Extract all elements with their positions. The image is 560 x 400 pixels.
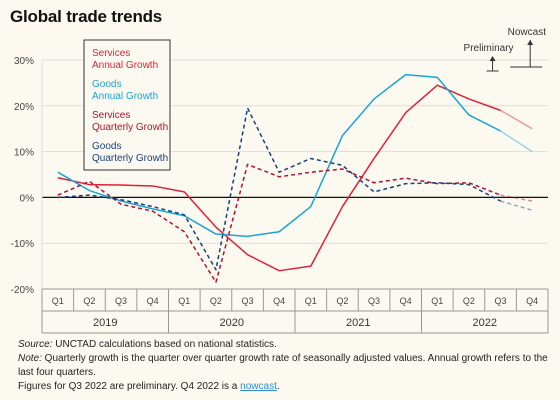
- legend-box: [83, 39, 171, 171]
- y-tick-label: 20%: [14, 102, 34, 113]
- x-tick-label: Q2: [83, 296, 95, 306]
- source-label: Source:: [18, 339, 53, 350]
- x-tick-label: Q4: [400, 296, 412, 306]
- legend-entry-line1: Goods: [92, 141, 121, 152]
- note-text: Quarterly growth is the quarter over qua…: [18, 353, 548, 378]
- x-tick-label: Q2: [336, 296, 348, 306]
- nowcast-link[interactable]: nowcast: [240, 381, 277, 392]
- method-note: Note: Quarterly growth is the quarter ov…: [18, 352, 553, 380]
- note-label: Note:: [18, 353, 42, 364]
- x-tick-label: Q1: [305, 296, 317, 306]
- notes-section: Source: UNCTAD calculations based on nat…: [18, 338, 553, 394]
- legend-entry-line1: Goods: [92, 79, 121, 90]
- series-line: [57, 163, 501, 283]
- year-label: 2019: [93, 317, 117, 329]
- series-line: [57, 84, 501, 272]
- x-tick-label: Q3: [115, 296, 127, 306]
- x-tick-label: Q3: [495, 296, 507, 306]
- year-label: 2021: [346, 317, 370, 329]
- x-tick-label: Q4: [147, 296, 159, 306]
- nowcast-arrowhead: [527, 40, 534, 45]
- axis-layer: 30% 20% 10% 0% -10% -20% Q1 Q2 Q3 Q4 Q1 Q2 Q3 Q4 Q1 Q2 Q…: [11, 56, 549, 334]
- x-tick-label: Q3: [242, 296, 254, 306]
- legend-entry-line2: Annual Growth: [92, 60, 158, 71]
- y-tick-label: 10%: [14, 148, 34, 159]
- series-line: [57, 107, 501, 271]
- series-line-nowcast: [500, 130, 533, 153]
- y-tick-label: -20%: [11, 285, 34, 296]
- annotations: Preliminary Nowcast: [464, 27, 547, 72]
- preliminary-label: Preliminary: [464, 43, 514, 54]
- legend-entry-line2: Quarterly Growth: [92, 122, 168, 133]
- x-tick-label: Q3: [368, 296, 380, 306]
- x-tick-label: Q1: [431, 296, 443, 306]
- x-tick-label: Q1: [178, 296, 190, 306]
- year-label: 2020: [220, 317, 244, 329]
- source-note: Source: UNCTAD calculations based on nat…: [18, 338, 553, 352]
- series-layer: [57, 73, 533, 283]
- nowcast-label: Nowcast: [508, 27, 547, 38]
- y-tick-label: 30%: [14, 56, 34, 67]
- preliminary-arrowhead: [489, 56, 496, 61]
- legend-entry-line1: Services: [92, 48, 130, 59]
- year-label: 2022: [473, 317, 497, 329]
- y-tick-label: -10%: [11, 239, 34, 250]
- x-tick-label: Q2: [210, 296, 222, 306]
- series-line-nowcast: [500, 109, 533, 130]
- source-text: UNCTAD calculations based on national st…: [52, 339, 277, 350]
- x-tick-label: Q2: [463, 296, 475, 306]
- figures-text: Figures for Q3 2022 are preliminary. Q4 …: [18, 381, 241, 392]
- series-line-nowcast: [500, 200, 533, 211]
- y-tick-label: 0%: [20, 193, 35, 204]
- legend-entry-line1: Services: [92, 110, 130, 121]
- figures-period: .: [276, 381, 280, 392]
- legend-entry-line2: Quarterly Growth: [92, 153, 168, 164]
- grid-layer: [41, 59, 548, 290]
- chart-title: Global trade trends: [10, 7, 163, 26]
- series-line: [57, 73, 501, 238]
- figures-note: Figures for Q3 2022 are preliminary. Q4 …: [18, 380, 553, 394]
- series-line-nowcast: [500, 194, 533, 202]
- x-tick-label: Q4: [526, 296, 538, 306]
- legend-entry-line2: Annual Growth: [92, 91, 158, 102]
- x-tick-label: Q4: [273, 296, 285, 306]
- x-tick-label: Q1: [52, 296, 64, 306]
- trade-chart: 30% 20% 10% 0% -10% -20% Q1 Q2 Q3 Q4 Q1 Q2 Q3 Q4 Q1 Q2 Q…: [11, 27, 549, 334]
